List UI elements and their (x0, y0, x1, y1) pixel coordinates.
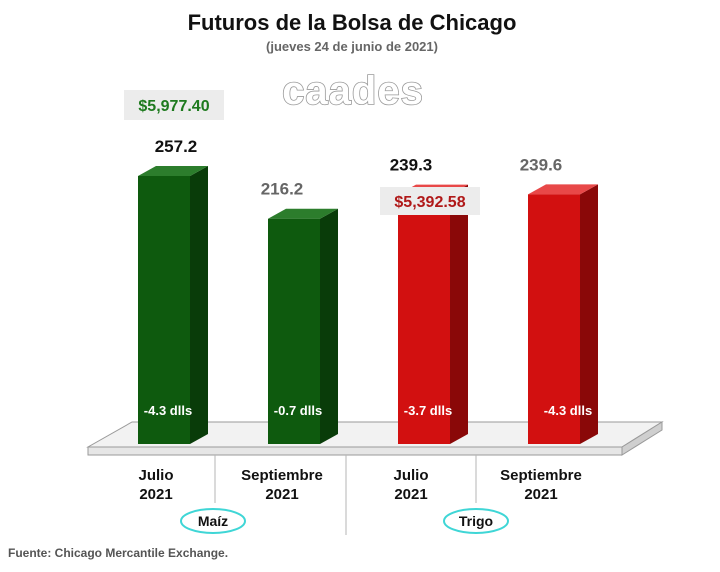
floor-side (621, 421, 663, 456)
bar-side (190, 166, 208, 444)
bar-change-label: -0.7 dlls (274, 403, 322, 418)
chart-floor (86, 421, 664, 535)
bar-change-label: -4.3 dlls (544, 403, 592, 418)
bar (398, 194, 450, 444)
x-tick-label-year: 2021 (139, 486, 172, 503)
bar-side (450, 184, 468, 445)
x-tick-label-month: Septiembre (500, 467, 582, 484)
floor-front (87, 446, 623, 456)
group-name-label: Maíz (198, 513, 228, 529)
bar-value-label: 239.6 (520, 155, 563, 174)
price-highlight-box (124, 90, 224, 120)
group-name-oval (180, 508, 246, 534)
bar-change-label: -3.7 dlls (404, 403, 452, 418)
bar-top (528, 184, 598, 195)
price-highlight-value: $5,392.58 (394, 194, 465, 211)
bar-value-label: 257.2 (155, 137, 198, 156)
bar-side (580, 184, 598, 444)
x-tick-label-month: Septiembre (241, 467, 323, 484)
bars-layer (138, 166, 598, 445)
bar (138, 176, 190, 444)
x-tick-label-year: 2021 (265, 486, 298, 503)
x-tick-label-month: Julio (138, 467, 173, 484)
bar-side (320, 208, 338, 444)
source-note: Fuente: Chicago Mercantile Exchange. (8, 546, 228, 560)
x-tick-label-month: Julio (393, 467, 428, 484)
bar-top (268, 208, 338, 219)
group-name-label: Trigo (459, 513, 493, 529)
x-tick-label-year: 2021 (394, 486, 427, 503)
bar-change-label: -4.3 dlls (144, 403, 192, 418)
chart-subtitle: (jueves 24 de junio de 2021) (266, 39, 438, 54)
group-name-oval (443, 508, 509, 534)
bar (268, 218, 320, 444)
price-highlight-box (380, 187, 480, 215)
chart-title: Futuros de la Bolsa de Chicago (188, 10, 517, 35)
bar (528, 194, 580, 444)
bar-value-label: 239.3 (390, 156, 433, 175)
watermark-logo: caades (282, 69, 424, 113)
bar-value-label: 216.2 (261, 180, 304, 199)
labels-layer: 257.2 -4.3 dlls Julio 2021 216.2 -0.7 dlls Sep… (124, 90, 592, 534)
bar-top (138, 166, 208, 176)
price-highlight-value: $5,977.40 (138, 98, 209, 115)
x-tick-label-year: 2021 (524, 486, 557, 503)
